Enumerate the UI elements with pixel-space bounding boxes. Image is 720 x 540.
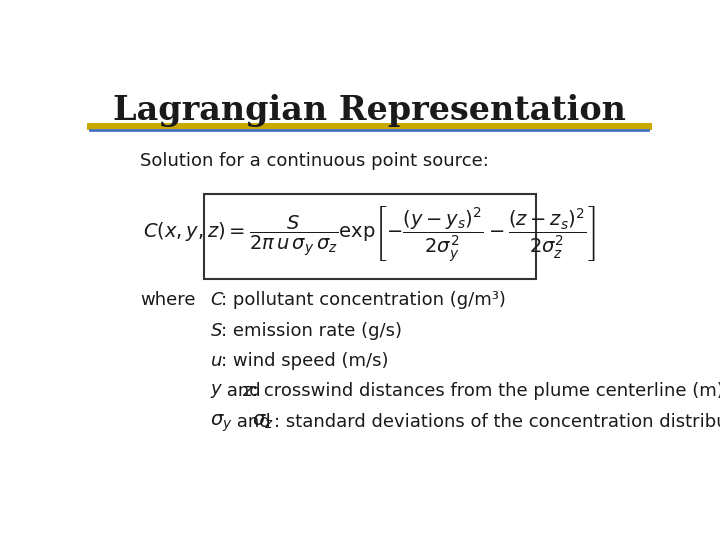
Text: : emission rate (g/s): : emission rate (g/s) — [220, 322, 402, 340]
Text: and: and — [231, 413, 276, 431]
Text: $C$: $C$ — [210, 292, 225, 309]
Text: : crosswind distances from the plume centerline (m): : crosswind distances from the plume cen… — [253, 382, 720, 401]
Text: : pollutant concentration (g/m³): : pollutant concentration (g/m³) — [220, 292, 505, 309]
Text: $\sigma_y$: $\sigma_y$ — [210, 413, 233, 434]
Text: Solution for a continuous point source:: Solution for a continuous point source: — [140, 152, 489, 170]
Text: : wind speed (m/s): : wind speed (m/s) — [220, 352, 388, 370]
Text: where: where — [140, 292, 196, 309]
Text: $y$: $y$ — [210, 382, 223, 401]
Text: $S$: $S$ — [210, 322, 222, 340]
Text: $\sigma_z$: $\sigma_z$ — [253, 413, 274, 431]
Text: $u$: $u$ — [210, 352, 222, 370]
Text: : standard deviations of the concentration distribution (m): : standard deviations of the concentrati… — [274, 413, 720, 431]
Text: $z$: $z$ — [242, 382, 253, 401]
Text: and: and — [220, 382, 266, 401]
Text: $C(x,y,z)=\dfrac{S}{2\pi\,u\,\sigma_y\,\sigma_z}\exp\!\left[-\dfrac{(y-y_s)^2}{2: $C(x,y,z)=\dfrac{S}{2\pi\,u\,\sigma_y\,\… — [143, 204, 595, 264]
FancyBboxPatch shape — [204, 194, 536, 279]
Text: Lagrangian Representation: Lagrangian Representation — [112, 94, 626, 127]
